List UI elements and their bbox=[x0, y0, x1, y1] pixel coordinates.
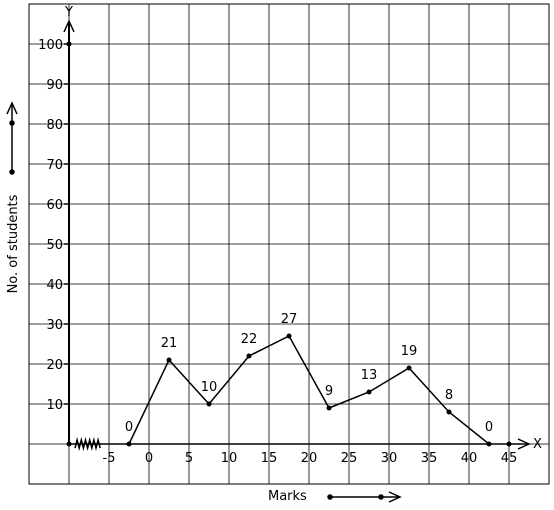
y-tick-label: 50 bbox=[46, 238, 63, 253]
y-axis-letter: Y bbox=[64, 5, 73, 20]
axes bbox=[63, 19, 531, 451]
x-tick-label: 30 bbox=[381, 451, 398, 466]
data-label: 27 bbox=[281, 312, 298, 327]
y-tick-label: 100 bbox=[38, 38, 63, 53]
x-tick-label: 20 bbox=[301, 451, 318, 466]
axis-break-zigzag bbox=[74, 437, 101, 451]
grid bbox=[28, 3, 550, 485]
x-axis-end-point bbox=[506, 441, 512, 447]
x-axis-arrowhead bbox=[517, 438, 531, 450]
x-tick-label: 5 bbox=[185, 451, 193, 466]
x-axis-letter: X bbox=[533, 437, 542, 452]
x-tick-label: 0 bbox=[145, 451, 153, 466]
x-tick-label: 15 bbox=[261, 451, 278, 466]
data-label: 13 bbox=[361, 368, 378, 383]
y-axis-title: No. of students bbox=[6, 194, 21, 293]
data-point bbox=[366, 389, 372, 395]
y-axis-arrowhead bbox=[63, 19, 75, 33]
y-tick-label: 30 bbox=[46, 318, 63, 333]
y-tick-label: 70 bbox=[46, 158, 63, 173]
data-labels: 0 21 10 22 27 9 13 19 8 0 bbox=[125, 312, 493, 435]
y-tick-label: 20 bbox=[46, 358, 63, 373]
y-tick-label: 80 bbox=[46, 118, 63, 133]
data-point bbox=[446, 409, 452, 415]
data-label: 19 bbox=[401, 344, 418, 359]
origin-point bbox=[66, 441, 72, 447]
y-tick-label: 90 bbox=[46, 78, 63, 93]
x-tick-label: 45 bbox=[501, 451, 518, 466]
series-line bbox=[128, 335, 490, 445]
data-point bbox=[326, 405, 332, 411]
data-point bbox=[166, 357, 172, 363]
data-label: 0 bbox=[485, 420, 493, 435]
data-label: 10 bbox=[201, 380, 218, 395]
data-point bbox=[126, 441, 132, 447]
x-tick-label: -5 bbox=[103, 451, 116, 466]
data-point bbox=[486, 441, 492, 447]
x-tick-label: 10 bbox=[221, 451, 238, 466]
x-direction-arrow bbox=[327, 491, 402, 503]
data-point bbox=[286, 333, 292, 339]
x-tick-label: 25 bbox=[341, 451, 358, 466]
series bbox=[126, 333, 492, 447]
y-direction-arrow bbox=[6, 101, 18, 175]
x-axis-title: Marks bbox=[268, 489, 307, 504]
data-label: 21 bbox=[161, 336, 178, 351]
x-tick-label: 35 bbox=[421, 451, 438, 466]
data-point bbox=[206, 401, 212, 407]
data-point bbox=[406, 365, 412, 371]
y-tick-label: 10 bbox=[46, 398, 63, 413]
data-label: 8 bbox=[445, 388, 453, 403]
data-label: 0 bbox=[125, 420, 133, 435]
y-tick-label: 40 bbox=[46, 278, 63, 293]
data-label: 22 bbox=[241, 332, 258, 347]
data-label: 9 bbox=[325, 384, 333, 399]
x-tick-label: 40 bbox=[461, 451, 478, 466]
y-tick-label: 60 bbox=[46, 198, 63, 213]
data-point bbox=[246, 353, 252, 359]
